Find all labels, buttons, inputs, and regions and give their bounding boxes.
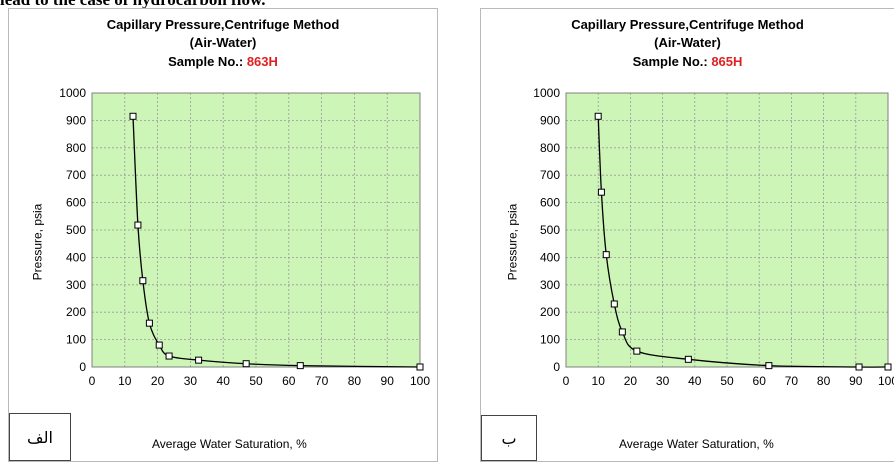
data-point <box>602 251 610 259</box>
y-tick-label: 200 <box>540 305 560 319</box>
y-tick-label: 100 <box>66 333 86 347</box>
data-point <box>884 363 892 371</box>
x-tick-label: 40 <box>217 374 231 388</box>
sample-id: 863H <box>246 54 278 69</box>
x-tick-label: 70 <box>315 374 329 388</box>
x-tick-label: 90 <box>849 374 863 388</box>
x-tick-label: 80 <box>348 374 362 388</box>
x-axis-label: Average Water Saturation, % <box>152 437 307 451</box>
x-tick-label: 60 <box>753 374 767 388</box>
panel-tag-alef: الف <box>9 413 71 461</box>
y-tick-label: 700 <box>66 168 86 182</box>
plot-border <box>565 92 889 368</box>
x-tick-label: 10 <box>118 374 132 388</box>
series-line <box>132 116 421 368</box>
x-tick-label: 90 <box>381 374 395 388</box>
data-point <box>296 362 304 370</box>
plot-area: 0 100 200 300 400 500 600 700 800 900 1000 0 10 20 30 4… <box>59 86 430 397</box>
data-point <box>594 112 602 120</box>
data-point <box>610 300 618 308</box>
x-tick-label: 40 <box>688 374 702 388</box>
y-tick-label: 400 <box>540 250 560 264</box>
y-tick-label: 900 <box>66 113 86 127</box>
data-point <box>155 341 163 349</box>
plot-border <box>91 92 421 368</box>
y-tick-label: 800 <box>540 141 560 155</box>
x-tick-label: 30 <box>656 374 670 388</box>
chart-subtitle: (Air-Water) <box>654 35 721 50</box>
data-point <box>139 277 147 285</box>
sample-id: 865H <box>711 54 743 69</box>
y-tick-label: 300 <box>66 278 86 292</box>
x-tick-label: 20 <box>151 374 165 388</box>
x-tick-label: 60 <box>282 374 296 388</box>
chart-panel-863h: Capillary Pressure,Centrifuge Method (Ai… <box>8 8 438 462</box>
y-tick-label: 0 <box>79 360 86 374</box>
x-tick-label: 30 <box>184 374 198 388</box>
page-top-text: lead to the case of hydrocarbon flow. <box>0 0 266 10</box>
chart-subtitle: (Air-Water) <box>189 35 257 50</box>
y-tick-label: 0 <box>553 360 560 374</box>
chart-title: Capillary Pressure,Centrifuge Method <box>571 17 804 32</box>
data-point <box>134 221 142 229</box>
y-tick-label: 200 <box>66 305 86 319</box>
x-tick-label: 20 <box>624 374 638 388</box>
y-axis-label: Pressure, psia <box>30 203 45 281</box>
chart-svg: 0 100 200 300 400 500 600 700 800 900 1000 0 10 20 30 4… <box>59 86 430 388</box>
y-tick-label: 1000 <box>59 86 86 100</box>
y-tick-label: 300 <box>540 278 560 292</box>
data-point <box>597 188 605 196</box>
y-axis-label: Pressure, psia <box>505 203 520 281</box>
series-line <box>597 116 889 368</box>
data-point <box>129 112 137 120</box>
y-tick-label: 800 <box>66 141 86 155</box>
y-tick-label: 600 <box>66 196 86 210</box>
data-point <box>855 363 863 371</box>
y-tick-label: 400 <box>66 250 86 264</box>
panel-tag-be: ب <box>481 415 537 461</box>
y-tick-label: 500 <box>540 223 560 237</box>
x-axis-label: Average Water Saturation, % <box>619 437 774 451</box>
x-tick-label: 50 <box>249 374 263 388</box>
data-point <box>618 328 626 336</box>
data-point <box>633 347 641 355</box>
sample-line: Sample No.: 863H <box>9 54 437 69</box>
x-tick-label: 10 <box>592 374 606 388</box>
data-point <box>195 356 203 364</box>
sample-label: Sample No.: <box>632 54 708 69</box>
data-point <box>242 360 250 368</box>
chart-title: Capillary Pressure,Centrifuge Method <box>106 17 340 32</box>
y-tick-label: 100 <box>540 333 560 347</box>
x-tick-label: 80 <box>817 374 831 388</box>
plot-area: 0 100 200 300 400 500 600 700 800 900 1000 0 10 20 30 4… <box>533 86 894 397</box>
data-point <box>416 363 424 371</box>
y-tick-label: 700 <box>540 168 560 182</box>
x-tick-label: 0 <box>563 374 570 388</box>
x-tick-label: 50 <box>720 374 734 388</box>
x-tick-label: 100 <box>410 374 430 388</box>
x-tick-label: 0 <box>89 374 96 388</box>
data-point <box>684 355 692 363</box>
sample-line: Sample No.: 865H <box>481 54 894 69</box>
data-point <box>165 352 173 360</box>
y-tick-label: 600 <box>540 196 560 210</box>
y-tick-label: 900 <box>540 113 560 127</box>
sample-label: Sample No.: <box>168 54 244 69</box>
y-tick-label: 500 <box>66 223 86 237</box>
chart-panel-865h: Capillary Pressure,Centrifuge Method (Ai… <box>480 8 894 462</box>
data-point <box>145 319 153 327</box>
x-tick-label: 100 <box>878 374 894 388</box>
data-point <box>765 362 773 370</box>
y-tick-label: 1000 <box>533 86 560 100</box>
chart-svg: 0 100 200 300 400 500 600 700 800 900 1000 0 10 20 30 4… <box>533 86 894 388</box>
x-tick-label: 70 <box>785 374 799 388</box>
